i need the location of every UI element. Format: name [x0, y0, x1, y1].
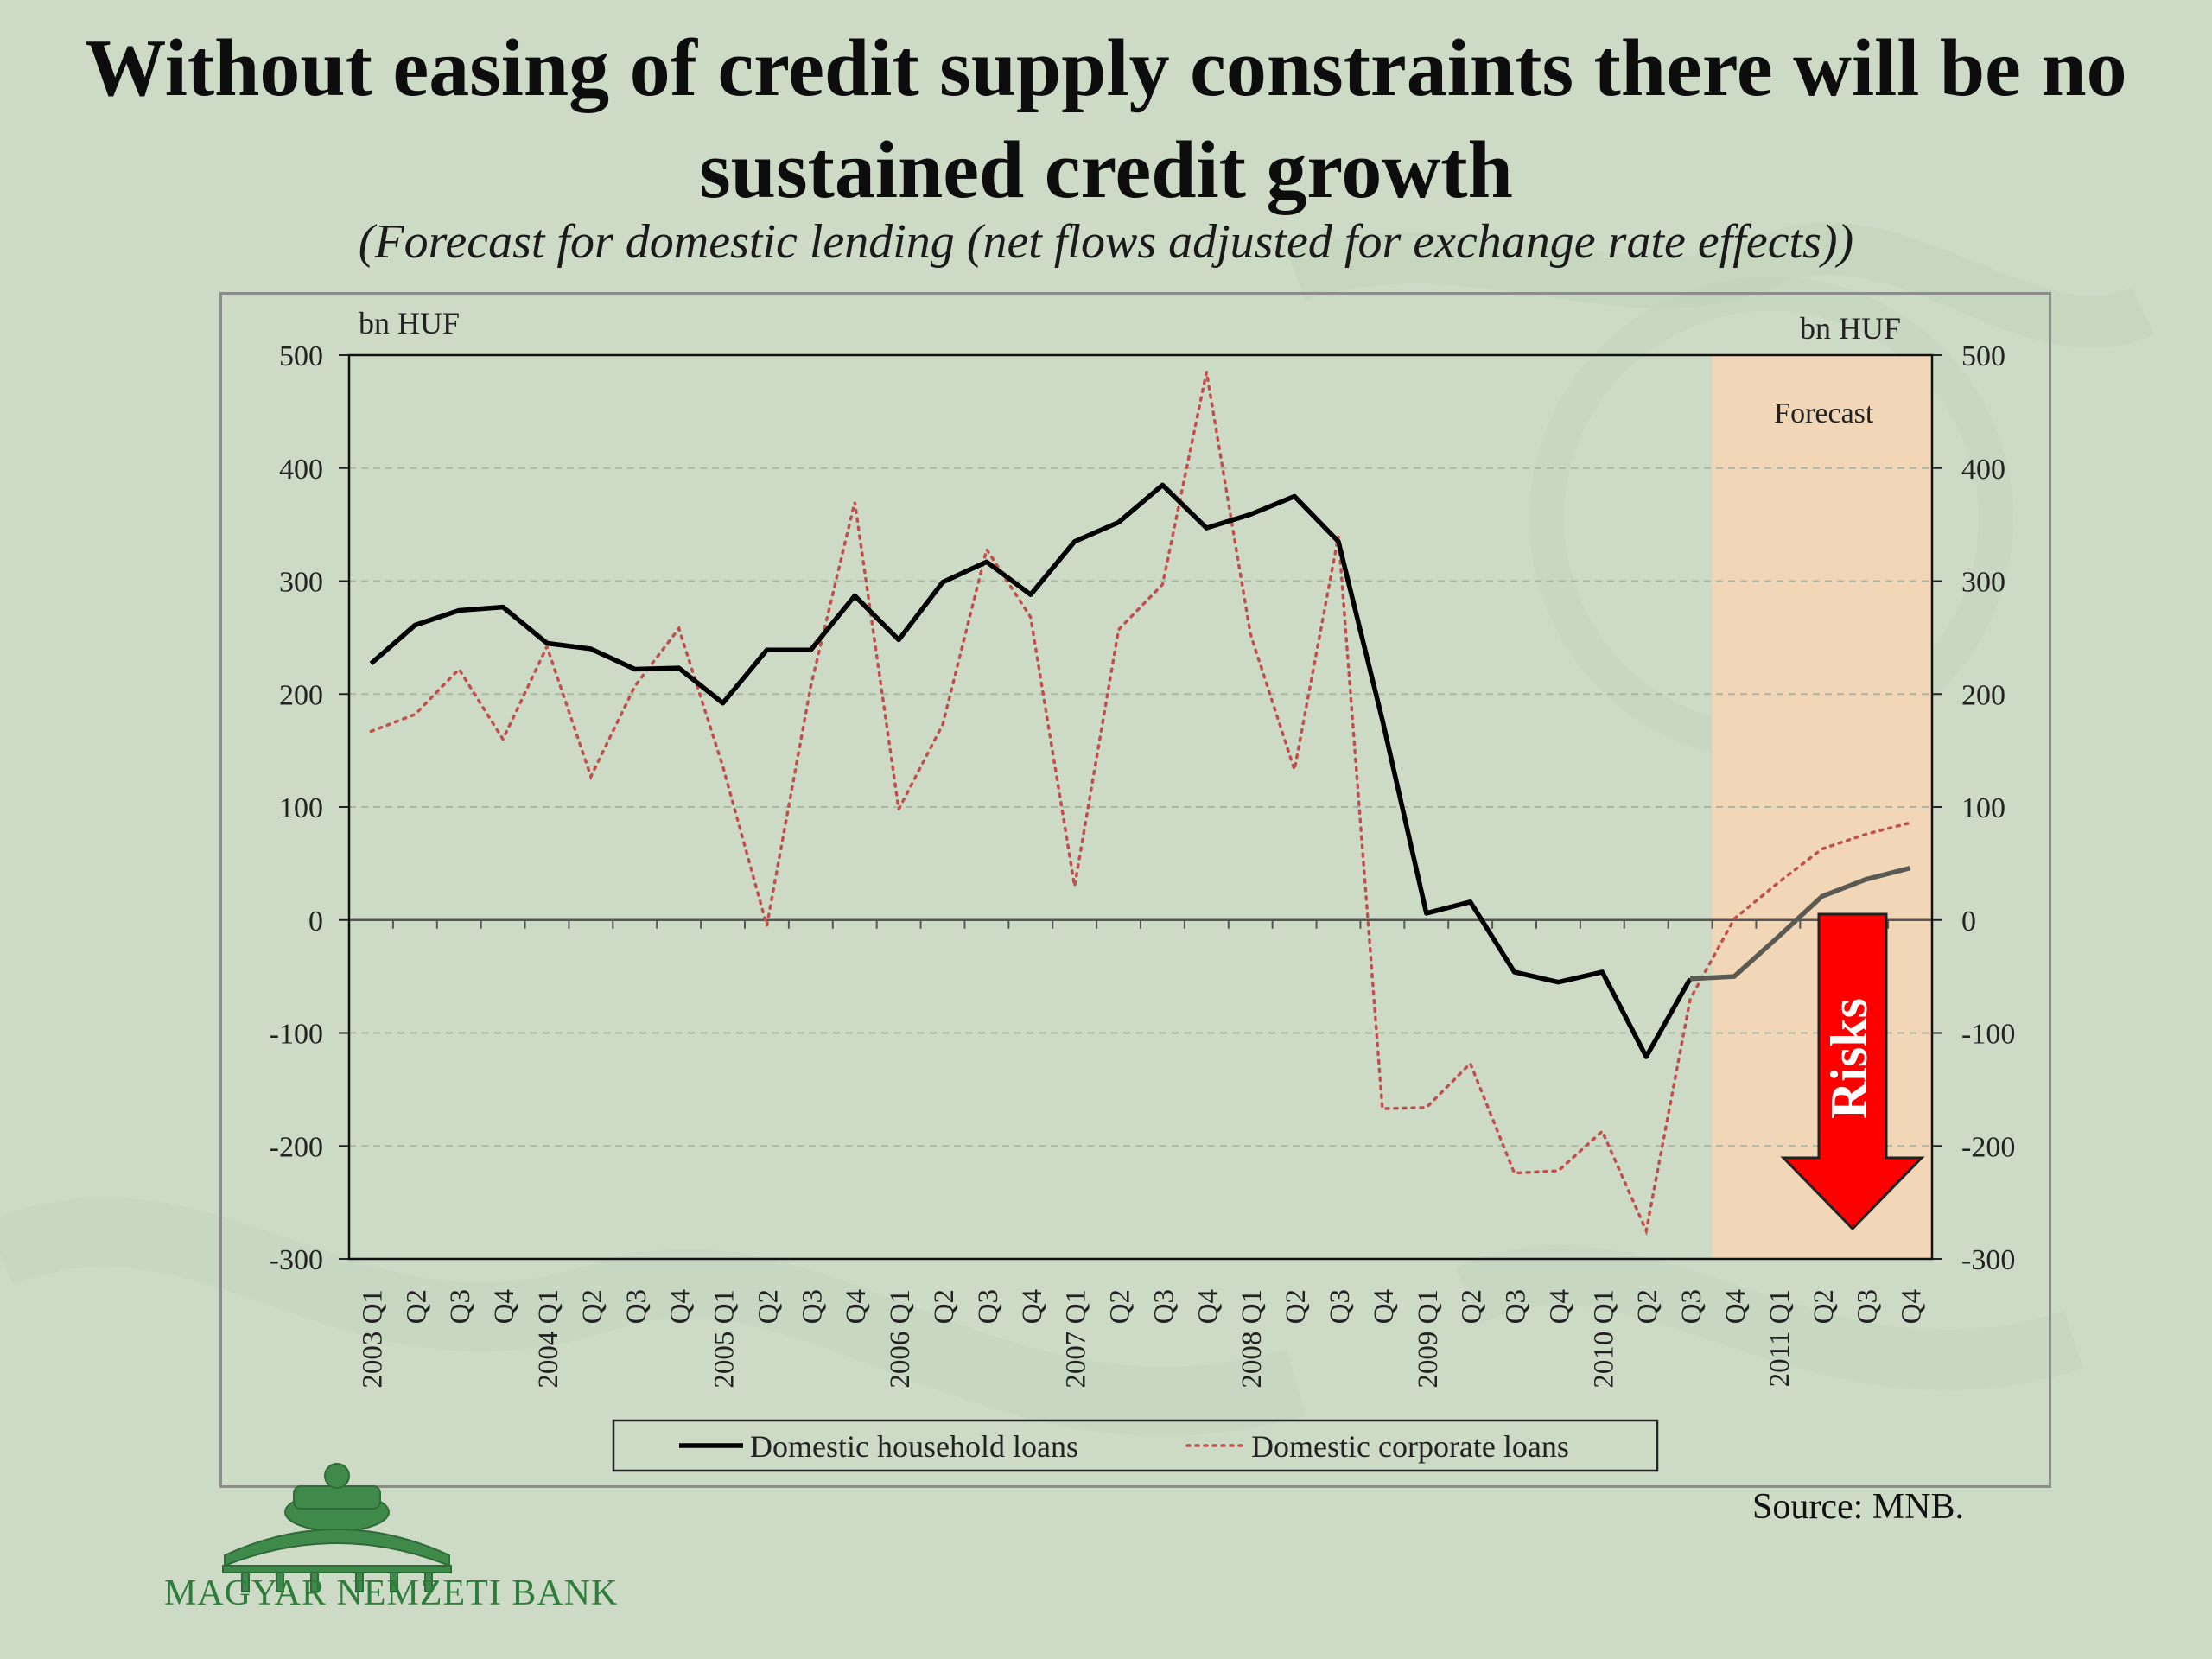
y-tick-left: 200: [279, 679, 323, 711]
x-tick-label: Q2: [1457, 1289, 1488, 1324]
y-tick-left: -300: [270, 1244, 323, 1276]
source-note: Source: MNB.: [1752, 1487, 1964, 1527]
y-tick-left: -200: [270, 1131, 323, 1163]
y-tick-right: -300: [1961, 1244, 2015, 1276]
risk-label: Risks: [1821, 998, 1878, 1119]
x-tick-label: Q3: [1148, 1289, 1179, 1324]
legend-box: [612, 1419, 1659, 1472]
x-tick-label: Q2: [1632, 1289, 1663, 1324]
mnb-logo-icon: [222, 1463, 452, 1592]
x-tick-label: Q2: [1808, 1289, 1840, 1324]
title-line-1: Without easing of credit supply constrai…: [85, 23, 2127, 113]
chart-frame: [219, 292, 2051, 1488]
x-tick-label: Q2: [753, 1289, 784, 1324]
risk-arrow-icon: [1780, 912, 1925, 1231]
x-tick-label: Q4: [841, 1289, 872, 1324]
x-tick-label: Q2: [1281, 1289, 1312, 1324]
x-tick-label: Q4: [1192, 1289, 1224, 1324]
x-tick-label: Q2: [1105, 1289, 1136, 1324]
x-tick-label: Q3: [621, 1289, 652, 1324]
x-tick-label: Q3: [1676, 1289, 1707, 1324]
legend-label-household: Domestic household loans: [750, 1429, 1078, 1464]
x-tick-label: 2007 Q1: [1061, 1289, 1092, 1389]
x-tick-label: Q3: [797, 1289, 828, 1324]
x-tick-label: Q3: [445, 1289, 476, 1324]
y-tick-left: -100: [270, 1019, 323, 1051]
y-axis-label-left: bn HUF: [359, 306, 460, 340]
plot-area: [347, 353, 1934, 1261]
chart-subtitle: (Forecast for domestic lending (net flow…: [358, 215, 1854, 269]
x-tick-label: Q3: [1501, 1289, 1532, 1324]
x-tick-label: 2008 Q1: [1236, 1289, 1268, 1389]
x-tick-label: Q4: [1369, 1289, 1400, 1324]
x-tick-label: Q4: [1897, 1289, 1928, 1324]
x-tick-label: Q4: [1720, 1289, 1751, 1324]
page-title: Without easing of credit supply constrai…: [0, 17, 2212, 221]
y-tick-left: 300: [279, 567, 323, 599]
x-tick-label: 2010 Q1: [1588, 1289, 1619, 1389]
x-tick-label: Q3: [1325, 1289, 1356, 1324]
series-line-household-forecast: [1689, 865, 1911, 982]
x-tick-label: 2003 Q1: [357, 1289, 388, 1389]
y-tick-right: 100: [1961, 792, 2005, 824]
y-tick-left: 100: [279, 792, 323, 824]
forecast-label: Forecast: [1774, 397, 1874, 429]
y-tick-right: -100: [1961, 1019, 2015, 1051]
series-line-household: [369, 482, 1693, 1059]
y-axis-label-right: bn HUF: [1800, 311, 1901, 346]
y-tick-right: 200: [1961, 679, 2005, 711]
x-tick-label: Q2: [577, 1289, 608, 1324]
legend-label-corporate: Domestic corporate loans: [1251, 1429, 1569, 1464]
title-line-2: sustained credit growth: [699, 125, 1513, 215]
x-tick-label: Q3: [1853, 1289, 1884, 1324]
y-tick-left: 400: [279, 454, 323, 486]
x-tick-label: 2011 Q1: [1764, 1289, 1796, 1387]
x-tick-label: Q4: [665, 1289, 696, 1324]
x-tick-label: Q4: [489, 1289, 520, 1324]
x-tick-label: 2006 Q1: [885, 1289, 916, 1389]
y-tick-left: 500: [279, 340, 323, 372]
y-tick-right: 400: [1961, 454, 2005, 486]
y-tick-right: 0: [1961, 906, 1976, 938]
x-tick-label: Q3: [973, 1289, 1004, 1324]
y-tick-right: 500: [1961, 340, 2005, 372]
x-tick-label: 2004 Q1: [533, 1289, 564, 1389]
x-tick-label: Q2: [401, 1289, 432, 1324]
mnb-logo-text: MAGYAR NEMZETI BANK: [164, 1573, 619, 1613]
x-tick-label: Q4: [1017, 1289, 1048, 1324]
x-tick-label: Q4: [1544, 1289, 1575, 1324]
x-tick-label: 2005 Q1: [709, 1289, 741, 1389]
y-tick-right: 300: [1961, 567, 2005, 599]
x-tick-label: 2009 Q1: [1413, 1289, 1444, 1389]
y-tick-left: 0: [308, 906, 323, 938]
x-tick-label: Q2: [929, 1289, 960, 1324]
y-tick-right: -200: [1961, 1131, 2015, 1163]
